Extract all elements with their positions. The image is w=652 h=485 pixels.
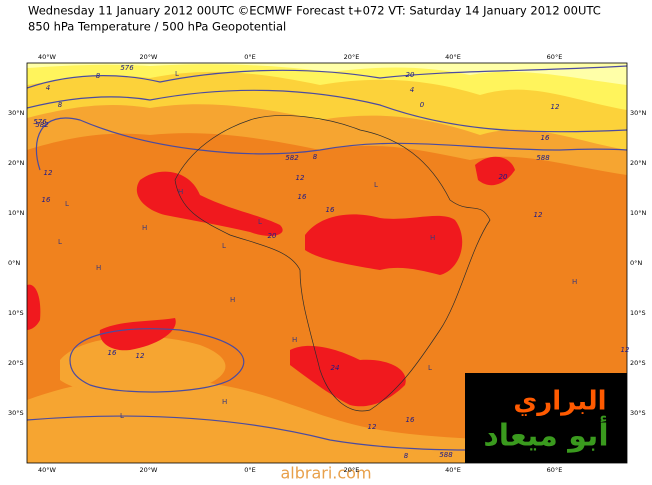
lon-label: 40°E [445, 466, 461, 474]
pressure-centre: H [178, 188, 183, 196]
pressure-centre: L [175, 70, 179, 78]
contour-label: 588 [536, 154, 550, 162]
contour-label: 588 [439, 451, 453, 459]
watermark: albrari.com [280, 464, 371, 482]
contour-label: 16 [326, 206, 335, 214]
contour-label: 4 [410, 86, 414, 94]
lon-label: 40°E [445, 53, 461, 61]
pressure-centre: H [430, 234, 435, 242]
pressure-centre: H [230, 296, 235, 304]
contour-label: 8 [313, 153, 318, 161]
lon-label: 60°E [547, 53, 563, 61]
pressure-centre: L [374, 181, 378, 189]
contour-label: 8 [96, 72, 101, 80]
contour-label: 16 [298, 193, 307, 201]
contour-label: 16 [108, 349, 117, 357]
pressure-centre: L [65, 200, 69, 208]
contour-label: 576 [120, 64, 134, 72]
contour-label: 24 [331, 364, 340, 372]
lat-label: 20°N [630, 159, 647, 167]
lat-label: 20°S [8, 359, 24, 367]
logo-box [465, 373, 627, 463]
title: Wednesday 11 January 2012 00UTC ©ECMWF F… [28, 4, 601, 18]
lat-label: 30°N [630, 109, 647, 117]
lat-label: 20°S [630, 359, 646, 367]
lon-label: 40°W [38, 466, 57, 474]
contour-label: 576 [33, 118, 47, 126]
contour-label: 12 [44, 169, 53, 177]
pressure-centre: H [292, 336, 297, 344]
lon-label: 0°E [244, 53, 256, 61]
contour-label: 12 [368, 423, 377, 431]
pressure-centre: H [96, 264, 101, 272]
pressure-centre: L [258, 218, 262, 226]
contour-label: 12 [621, 346, 630, 354]
contour-label: 582 [285, 154, 299, 162]
contour-label: 8 [58, 101, 63, 109]
lat-label: 30°S [8, 409, 24, 417]
contour-label: 8 [404, 452, 409, 460]
pressure-centre: H [572, 278, 577, 286]
logo-line1: البراري [513, 387, 606, 417]
lon-label: 20°E [344, 53, 360, 61]
contour-label: 12 [136, 352, 145, 360]
logo-line2: أبو ميعاد [483, 416, 608, 454]
lon-label: 20°W [140, 466, 159, 474]
lat-label: 10°S [630, 309, 646, 317]
contour-label: 12 [534, 211, 543, 219]
lon-label: 0°E [244, 466, 256, 474]
lat-label: 0°N [8, 259, 20, 267]
lat-label: 0°N [630, 259, 642, 267]
map-frame [26, 62, 628, 464]
contour-label: 16 [42, 196, 51, 204]
lat-label: 10°N [630, 209, 647, 217]
contour-label: 16 [406, 416, 415, 424]
contour-label: 16 [541, 134, 550, 142]
contour-label: 0 [420, 101, 425, 109]
contour-label: 12 [551, 103, 560, 111]
contour-label: 4 [46, 84, 50, 92]
contour-label: 582 [35, 121, 49, 129]
contour-label: 20 [499, 173, 508, 181]
pressure-centre: H [222, 398, 227, 406]
lat-label: 10°N [8, 209, 25, 217]
lon-label: 60°E [547, 466, 563, 474]
lon-label: 20°W [140, 53, 159, 61]
lon-label: 20°E [344, 466, 360, 474]
lon-label: 40°W [38, 53, 57, 61]
pressure-centre: L [58, 238, 62, 246]
lat-label: 30°N [8, 109, 25, 117]
subtitle: 850 hPa Temperature / 500 hPa Geopotenti… [28, 20, 286, 34]
pressure-centre: L [428, 364, 432, 372]
pressure-centre: L [222, 242, 226, 250]
contour-label: 20 [268, 232, 277, 240]
contour-label: 12 [296, 174, 305, 182]
lat-label: 10°S [8, 309, 24, 317]
pressure-centre: L [120, 412, 124, 420]
pressure-centre: H [142, 224, 147, 232]
contour-label: 20 [406, 71, 415, 79]
lat-label: 20°N [8, 159, 25, 167]
lat-label: 30°S [630, 409, 646, 417]
